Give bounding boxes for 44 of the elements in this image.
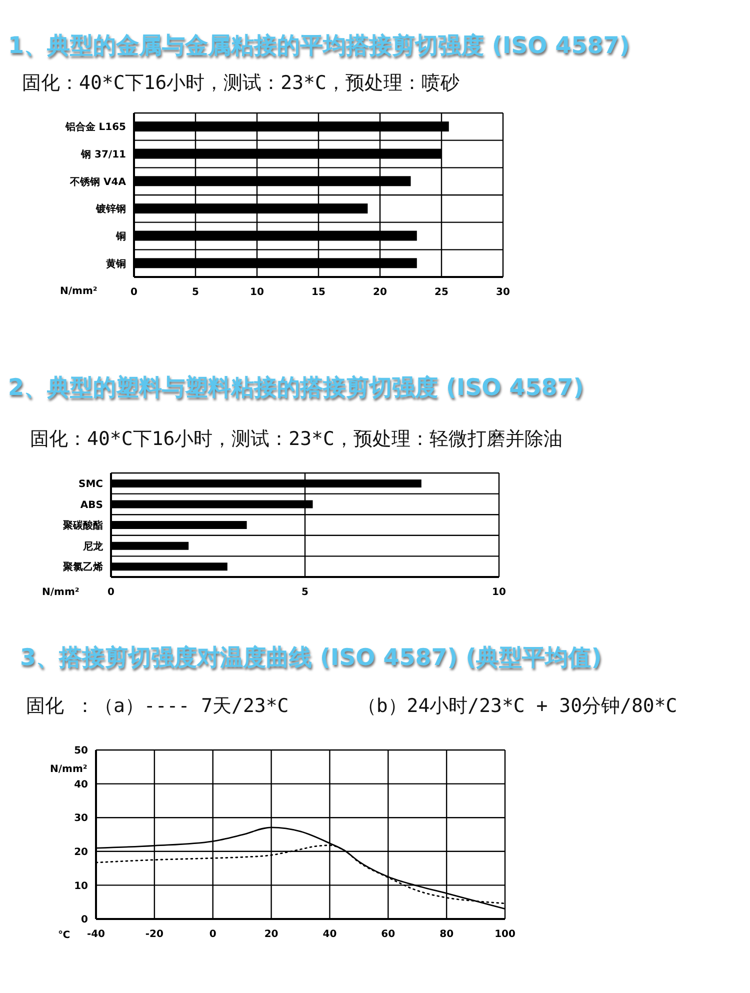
- y-tick-label: 聚碳酸酯: [62, 520, 103, 532]
- x-tick-label: 100: [494, 929, 516, 940]
- y-tick-label: 黄铜: [105, 258, 126, 270]
- y-tick-label: 尼龙: [82, 540, 104, 552]
- y-tick-label: 50: [74, 746, 88, 757]
- x-tick-label: 40: [322, 929, 337, 940]
- y-tick-label: 聚氯乙烯: [62, 561, 103, 574]
- y-tick-label: 30: [74, 813, 88, 824]
- x-axis-title: N/mm²: [60, 286, 98, 297]
- y-tick-label: 铜: [115, 230, 126, 243]
- y-tick-label: 40: [74, 779, 88, 790]
- x-tick-label: -20: [145, 929, 164, 940]
- y-axis-title: N/mm²: [50, 764, 88, 775]
- y-tick-label: 钢 37/11: [80, 148, 126, 161]
- y-tick-label: 不锈钢 V4A: [69, 176, 126, 188]
- chart-subtitle: 固化 ：（a）---- 7天/23*C （b）24小时/23*C + 30分钟/80*C: [26, 694, 678, 719]
- x-tick-label: 5: [302, 587, 309, 598]
- x-tick-label: 20: [373, 287, 387, 298]
- x-tick-label: 15: [312, 287, 326, 298]
- x-tick-label: 20: [264, 929, 278, 940]
- y-tick-label: 0: [81, 914, 88, 926]
- x-tick-label: 80: [440, 929, 454, 940]
- chart-subtitle: 固化：40*C下16小时，测试：23*C，预处理：轻微打磨并除油: [30, 427, 562, 452]
- x-tick-label: 25: [434, 287, 448, 298]
- chart-title: 1、典型的金属与金属粘接的平均搭接剪切强度 (ISO 4587): [8, 32, 630, 61]
- x-tick-label: 5: [192, 287, 200, 298]
- y-tick-label: 镀锌钢: [95, 203, 126, 216]
- x-tick-label: 10: [492, 587, 506, 598]
- x-tick-label: 60: [381, 929, 396, 940]
- chart-title: 3、搭接剪切强度对温度曲线 (ISO 4587) (典型平均值): [20, 644, 602, 673]
- x-axis-title: N/mm²: [42, 587, 80, 598]
- x-tick-label: 0: [130, 287, 138, 298]
- chart-subtitle: 固化：40*C下16小时，测试：23*C，预处理：喷砂: [22, 71, 460, 96]
- y-tick-label: ABS: [80, 500, 103, 511]
- x-tick-label: 10: [250, 287, 264, 298]
- x-tick-label: -40: [86, 929, 106, 940]
- y-tick-label: 20: [74, 846, 88, 858]
- x-axis-title: ℃: [58, 930, 70, 941]
- chart-title: 2、典型的塑料与塑料粘接的搭接剪切强度 (ISO 4587): [8, 374, 584, 403]
- y-tick-label: 10: [74, 880, 88, 892]
- y-tick-label: 铝合金 L165: [64, 121, 126, 134]
- x-tick-label: 30: [496, 287, 510, 298]
- x-tick-label: 0: [209, 929, 216, 940]
- y-tick-label: SMC: [78, 478, 103, 490]
